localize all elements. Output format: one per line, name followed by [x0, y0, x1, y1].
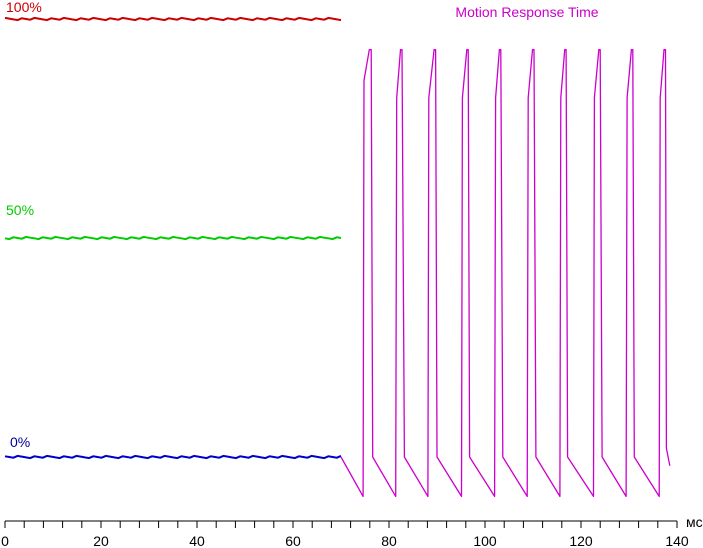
level-label-100: 100%	[6, 0, 42, 15]
x-axis-unit-label: мс	[686, 514, 703, 530]
chart-title: Motion Response Time	[455, 4, 598, 20]
level-label-50: 50%	[6, 202, 34, 218]
x-tick-label: 0	[1, 533, 9, 548]
level-label-0: 0%	[10, 434, 30, 450]
series-group	[340, 49, 671, 498]
x-tick-label: 40	[189, 533, 205, 548]
x-tick-label: 120	[569, 533, 593, 548]
series-line-0	[340, 49, 671, 498]
x-tick-label: 100	[473, 533, 497, 548]
reference-line-0	[4, 454, 342, 460]
x-tick-label: 140	[665, 533, 689, 548]
x-tick-label: 60	[285, 533, 301, 548]
x-axis-ticks: 0 20 40 60 80 100 120 140	[1, 521, 689, 548]
reference-line-50	[4, 235, 342, 241]
x-tick-label: 20	[93, 533, 109, 548]
x-tick-label: 80	[381, 533, 397, 548]
reference-line-100	[4, 16, 342, 22]
reference-lines	[4, 16, 342, 460]
